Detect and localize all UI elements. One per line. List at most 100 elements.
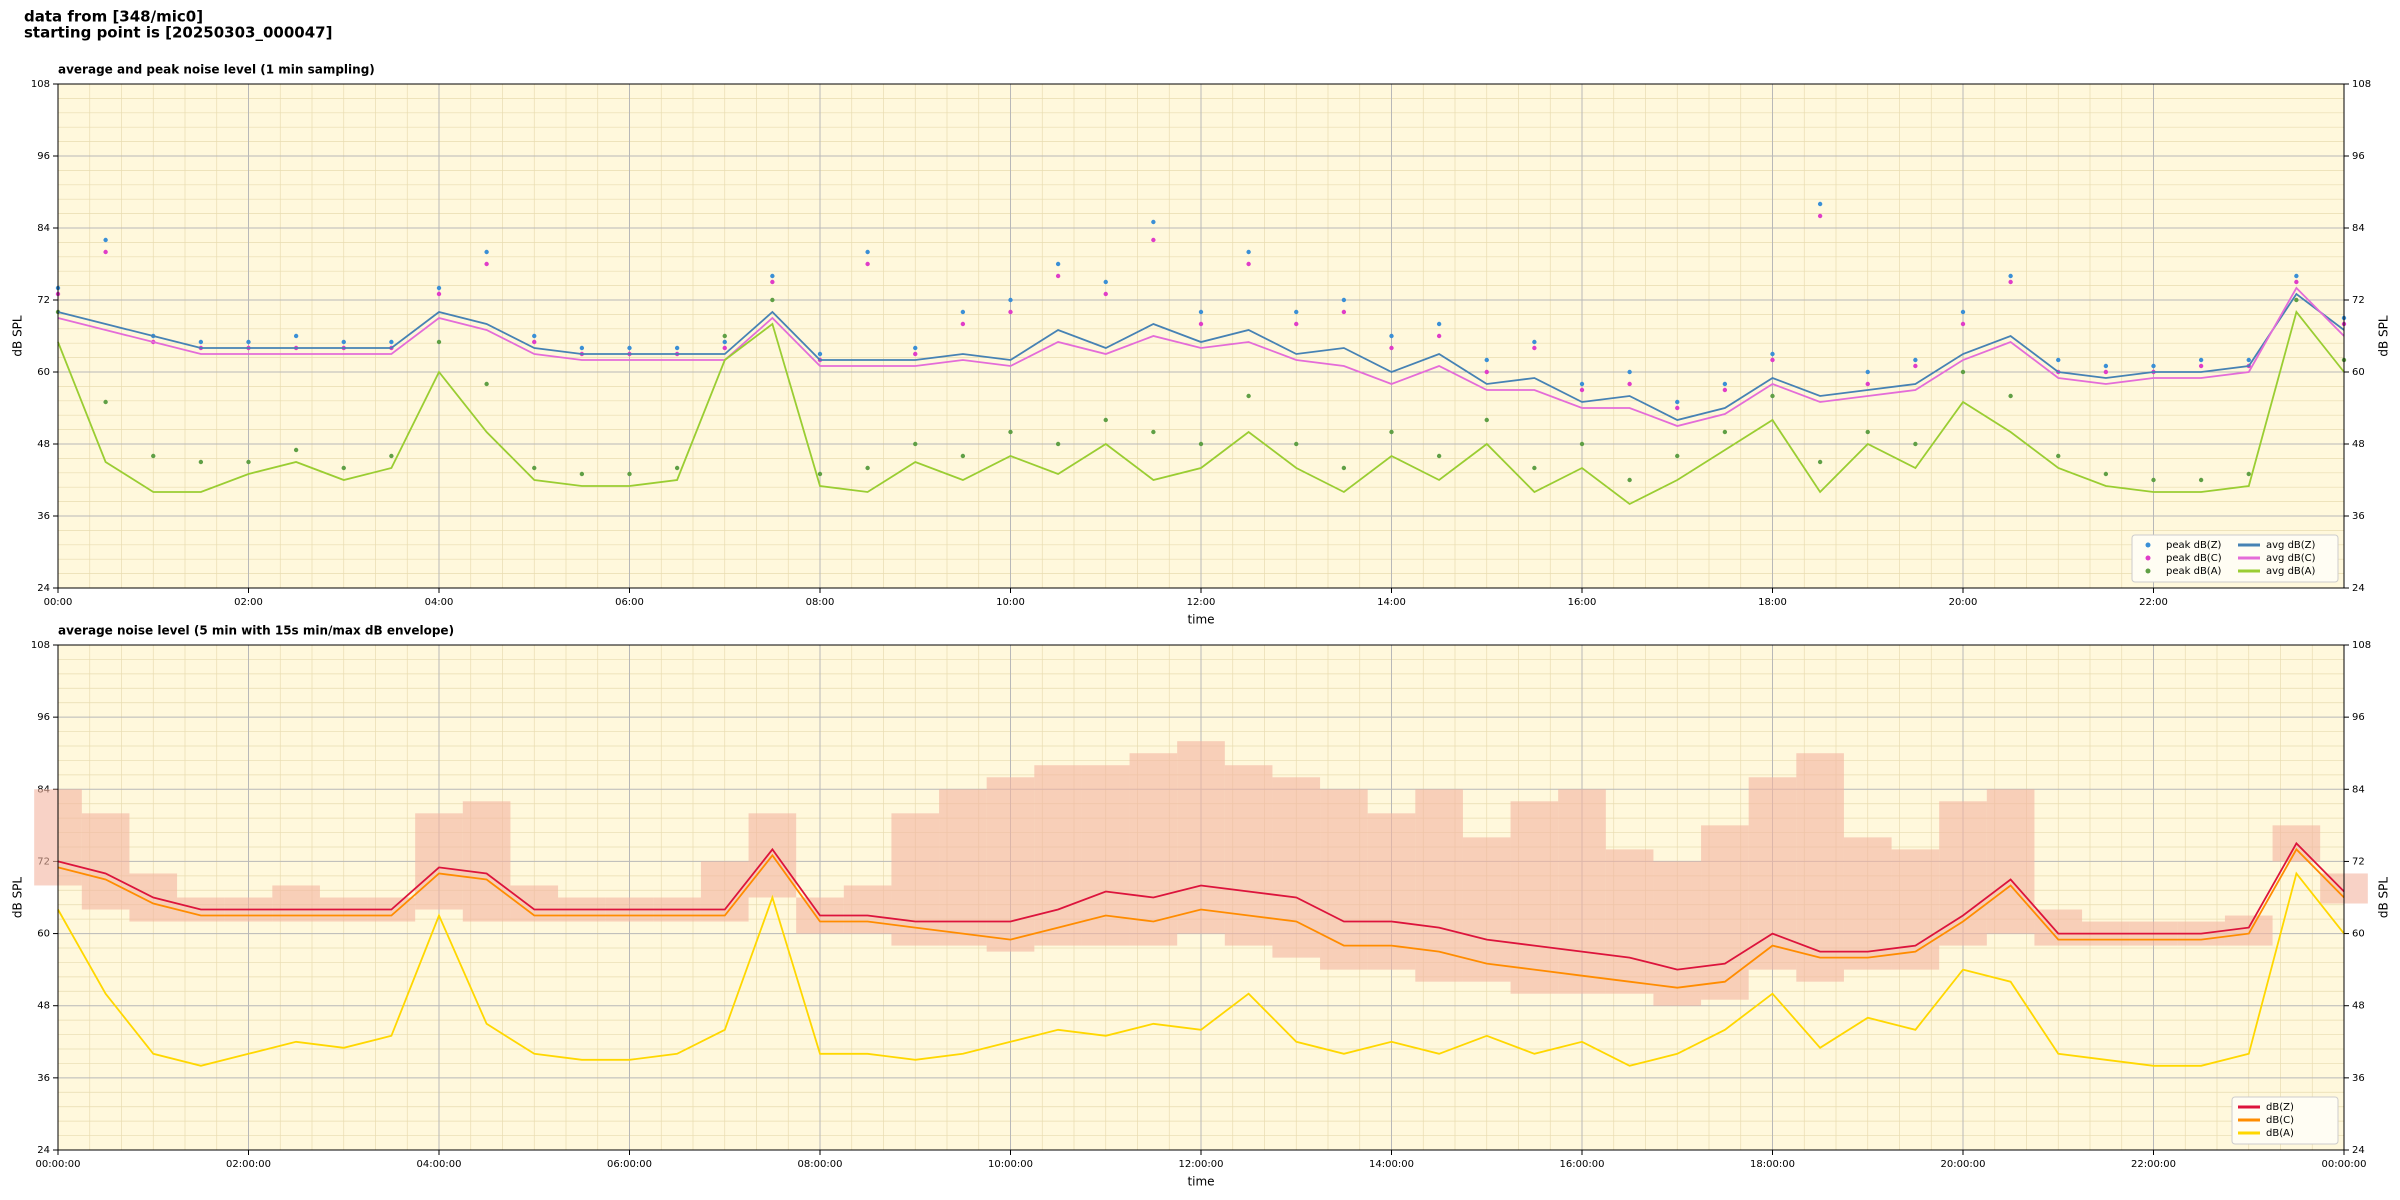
header-line: starting point is [20250303_000047]	[24, 24, 332, 42]
peak-dot	[341, 339, 346, 345]
peak-dot	[579, 471, 585, 477]
peak-dot	[2198, 363, 2204, 369]
peak-dot	[1865, 369, 1870, 375]
peak-dot	[151, 453, 156, 459]
peak-dot	[2103, 369, 2109, 375]
peak-dot	[1341, 309, 1347, 315]
peak-dot	[1246, 261, 1251, 267]
y-tick-label: 60	[37, 929, 50, 940]
envelope-band	[1796, 753, 1844, 982]
peak-dot	[1627, 369, 1632, 375]
peak-dot	[532, 465, 537, 471]
peak-dot	[2103, 363, 2109, 369]
peak-dot	[1436, 321, 1442, 327]
x-tick-label: 04:00:00	[417, 1159, 462, 1170]
peak-dot	[770, 297, 775, 303]
x-tick-label: 06:00	[615, 597, 644, 608]
peak-dot	[913, 351, 918, 357]
y2-tick-label: 48	[2352, 439, 2365, 450]
envelope-band	[1843, 837, 1892, 970]
peak-dot	[1484, 417, 1489, 423]
x-tick-label: 08:00:00	[798, 1159, 843, 1170]
peak-dot	[1198, 309, 1204, 315]
legend-swatch	[2145, 542, 2151, 548]
y2-tick-label: 108	[2352, 640, 2371, 651]
x-tick-label: 00:00:00	[2322, 1159, 2367, 1170]
envelope-band	[415, 813, 463, 910]
y2-tick-label: 108	[2352, 79, 2371, 90]
peak-dot	[1008, 297, 1013, 303]
envelope-band	[1701, 825, 1749, 1000]
envelope-band	[1367, 813, 1416, 970]
peak-dot	[532, 333, 537, 339]
x-tick-label: 10:00:00	[988, 1159, 1033, 1170]
peak-dot	[246, 339, 251, 345]
x-tick-label: 04:00	[425, 597, 454, 608]
peak-dot	[913, 345, 918, 351]
series-line	[57, 292, 2345, 421]
y2-tick-label: 24	[2352, 1145, 2365, 1156]
y-tick-label: 108	[31, 640, 50, 651]
peak-dot	[2198, 357, 2204, 363]
x-tick-label: 22:00	[2139, 597, 2168, 608]
peak-dot	[1103, 417, 1108, 423]
envelope-band	[986, 777, 1035, 952]
peak-dot	[1484, 369, 1489, 375]
peak-dot	[865, 261, 870, 267]
peak-dot	[1246, 249, 1251, 255]
plot-frame	[57, 644, 2345, 1151]
peak-dot	[1198, 441, 1204, 447]
peak-dot	[1770, 393, 1775, 399]
peak-dot	[103, 237, 108, 243]
legend-swatch	[2145, 568, 2151, 574]
peak-dot	[389, 453, 394, 459]
envelope-band	[1605, 849, 1654, 994]
peak-dot	[436, 339, 442, 345]
legend-label: peak dB(C)	[2166, 553, 2222, 564]
x-tick-label: 14:00	[1377, 597, 1406, 608]
peak-dot	[2056, 453, 2061, 459]
peak-dot	[1675, 399, 1680, 405]
peak-dot	[770, 273, 775, 279]
peak-dot	[1960, 321, 1966, 327]
peak-dot	[1151, 429, 1156, 435]
peak-dot	[103, 399, 108, 405]
legend-box	[2131, 534, 2339, 583]
peak-dot	[1579, 381, 1585, 387]
legend-label: avg dB(C)	[2266, 553, 2316, 564]
x-tick-label: 16:00:00	[1560, 1159, 1605, 1170]
envelope-band	[1986, 789, 2035, 934]
peak-dot	[1008, 429, 1013, 435]
peak-dot	[913, 441, 918, 447]
peak-dot	[1151, 237, 1156, 243]
x-tick-label: 12:00:00	[1179, 1159, 1224, 1170]
y2-axis-label: dB SPL	[2377, 315, 2391, 357]
peak-dot	[1722, 429, 1728, 435]
peak-dot	[484, 381, 489, 387]
envelope-band	[843, 885, 892, 934]
peak-dot	[722, 339, 727, 345]
peak-dot	[1627, 477, 1632, 483]
y-tick-label: 72	[37, 295, 50, 306]
envelope-band	[1224, 765, 1273, 946]
envelope-band	[1939, 801, 1987, 946]
peak-dot	[722, 345, 727, 351]
peak-dot	[674, 465, 680, 471]
y-tick-label: 48	[37, 1001, 50, 1012]
peak-dot	[2294, 273, 2299, 279]
envelope-band	[700, 861, 749, 922]
peak-dot	[627, 471, 632, 477]
peak-dot	[1579, 441, 1585, 447]
x-tick-label: 00:00	[44, 597, 73, 608]
envelope-band	[939, 789, 987, 946]
peak-dot	[722, 333, 727, 339]
x-axis-label: time	[1187, 1175, 1214, 1189]
series-line	[57, 310, 2345, 506]
y2-tick-label: 36	[2352, 1073, 2365, 1084]
peak-dot	[198, 339, 204, 345]
peak-dot	[2056, 357, 2061, 363]
envelope-band	[1081, 765, 1130, 946]
peak-dot	[1817, 459, 1823, 465]
envelope-band	[1462, 837, 1511, 982]
